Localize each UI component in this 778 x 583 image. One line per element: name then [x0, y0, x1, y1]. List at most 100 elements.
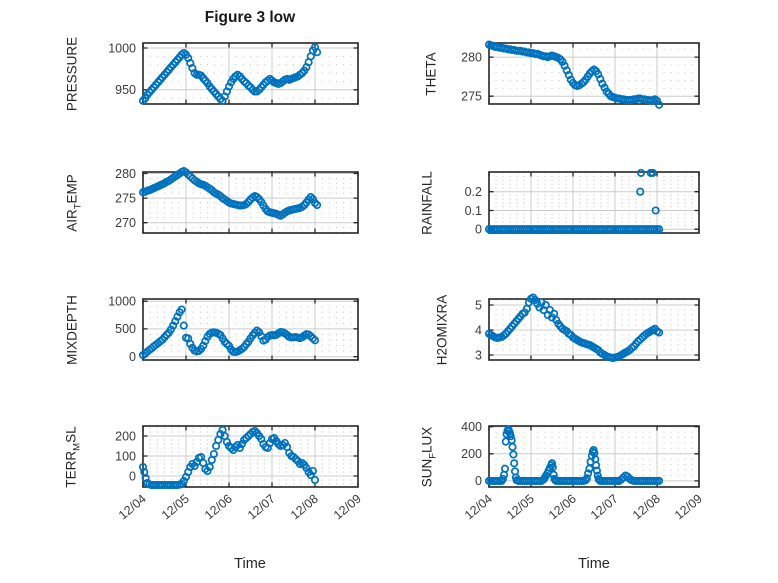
- data-point-marker: [636, 187, 645, 196]
- y-tick-label: 270: [115, 216, 136, 230]
- air-temp-series-markers: [138, 166, 322, 220]
- data-point-marker: [289, 452, 298, 462]
- mixdepth-series-markers: [138, 305, 320, 360]
- x-tick-label: 12/04: [462, 492, 495, 523]
- x-tick-label: 12/08: [630, 492, 663, 523]
- ylabel-pressure: PRESSURE: [64, 36, 80, 111]
- tick-marks: [142, 43, 359, 104]
- data-point-marker: [509, 450, 518, 459]
- data-point-marker: [652, 96, 662, 105]
- subplot-rainfall: 0 0.1 0.2: [465, 168, 700, 237]
- data-point-marker: [218, 96, 227, 105]
- data-point-marker: [508, 442, 517, 452]
- y-tick-label: 950: [115, 83, 136, 97]
- data-point-marker: [592, 466, 601, 475]
- major-grid: [143, 299, 358, 360]
- data-point-marker: [186, 172, 195, 181]
- data-point-marker: [510, 459, 519, 468]
- data-point-marker: [308, 466, 317, 476]
- data-point-marker: [498, 474, 507, 483]
- y-tick-label: 0: [129, 350, 136, 364]
- x-tick-label: 12/06: [546, 492, 579, 523]
- y-tick-label: 0.2: [465, 185, 482, 199]
- data-point-marker: [209, 449, 218, 459]
- data-point-marker: [280, 438, 289, 448]
- time-axis-label-right: Time: [578, 556, 610, 572]
- subplot-mixdepth: 0 500 1000: [108, 295, 359, 364]
- y-tick-label: 400: [461, 420, 482, 434]
- axes-frame: [142, 171, 359, 234]
- y-tick-label: 280: [115, 167, 136, 181]
- data-point-marker: [636, 335, 645, 344]
- data-point-marker: [313, 200, 322, 210]
- data-point-marker: [177, 305, 186, 314]
- y-tick-label: 4: [475, 323, 482, 337]
- x-tick-label: 12/08: [288, 492, 321, 523]
- data-point-marker: [313, 48, 322, 57]
- data-point-marker: [222, 437, 231, 447]
- data-point-marker: [548, 463, 557, 472]
- data-point-marker: [240, 435, 249, 445]
- data-point-marker: [244, 431, 253, 441]
- y-tick-label: 280: [461, 50, 482, 64]
- data-point-marker: [500, 464, 510, 473]
- data-point-marker: [141, 473, 150, 483]
- ylabel-sun-flux: SUNFLUX: [419, 426, 439, 487]
- subplot-sun-flux: 0 200 400 12/04 12/05 12/06 12/07 12/08 12/09: [461, 420, 705, 522]
- data-point-marker: [648, 168, 657, 177]
- y-tick-label: 0: [129, 469, 136, 483]
- data-point-marker: [162, 330, 171, 339]
- x-tick-label: 12/04: [116, 492, 149, 523]
- data-point-marker: [302, 463, 311, 473]
- data-point-marker: [186, 339, 195, 348]
- h2omixra-series-markers: [484, 293, 664, 363]
- data-point-marker: [598, 79, 607, 88]
- y-tick-label: 100: [115, 449, 136, 463]
- data-point-marker: [306, 470, 315, 480]
- subplot-pressure: 950 1000: [108, 41, 359, 105]
- y-tick-label: 3: [475, 348, 482, 362]
- data-point-marker: [655, 225, 664, 234]
- data-point-marker: [179, 321, 188, 330]
- data-point-marker: [310, 198, 320, 208]
- data-point-marker: [582, 474, 591, 483]
- data-point-marker: [655, 100, 664, 109]
- major-grid: [489, 172, 699, 233]
- data-point-marker: [190, 461, 199, 471]
- major-grid: [489, 426, 699, 487]
- data-point-marker: [547, 459, 557, 468]
- data-point-marker: [179, 476, 188, 486]
- figure-title: Figure 3 low: [204, 9, 296, 26]
- time-axis-label-left: Time: [234, 556, 266, 572]
- terr-msl-series-markers: [138, 425, 320, 490]
- x-tick-label: 12/07: [588, 492, 621, 523]
- axes-frame: [488, 42, 700, 105]
- data-point-marker: [506, 432, 515, 441]
- y-tick-label: 275: [115, 191, 136, 205]
- data-point-marker: [216, 429, 225, 439]
- data-point-marker: [220, 337, 229, 346]
- data-point-marker: [592, 461, 601, 470]
- data-point-marker: [205, 462, 214, 472]
- x-tick-label: 12/09: [672, 492, 705, 523]
- rainfall-series-markers: [484, 168, 664, 234]
- ylabel-theta: THETA: [423, 51, 439, 96]
- ylabel-rainfall: RAINFALL: [419, 170, 435, 235]
- data-point-marker: [308, 195, 317, 204]
- data-point-marker: [237, 439, 246, 449]
- data-point-marker: [250, 426, 259, 436]
- data-point-marker: [600, 83, 609, 92]
- data-point-marker: [235, 443, 244, 453]
- ylabel-mixdepth: MIXDEPTH: [64, 294, 80, 365]
- y-tick-label: 0: [475, 474, 482, 488]
- data-point-marker: [584, 469, 593, 478]
- axes-frame: [142, 42, 359, 105]
- data-point-marker: [558, 57, 567, 66]
- y-tick-label: 0: [475, 223, 482, 237]
- ylabel-h2omixra: H2OMIXRA: [434, 294, 450, 365]
- y-tick-label: 275: [461, 90, 482, 104]
- sun-flux-series-markers: [484, 425, 664, 485]
- subplot-h2omixra: 3 4 5: [475, 293, 700, 363]
